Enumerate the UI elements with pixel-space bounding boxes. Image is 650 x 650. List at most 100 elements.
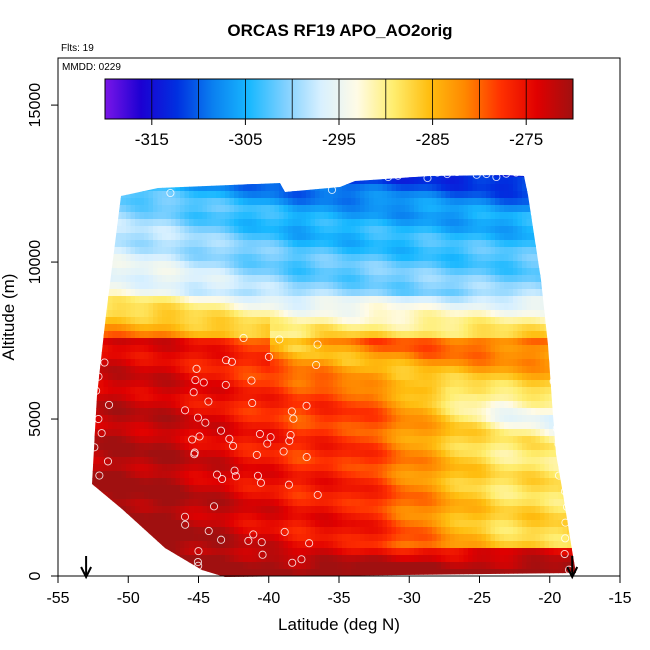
heatmap-cell [311,401,316,409]
heatmap-cell [203,212,208,220]
heatmap-cell [126,450,131,458]
heatmap-cell [270,387,275,395]
heatmap-cell [356,443,361,451]
heatmap-cell [266,212,271,220]
heatmap-cell [459,205,464,213]
heatmap-cell [360,212,365,220]
heatmap-cell [491,198,496,206]
heatmap-cell [396,261,401,269]
heatmap-cell [135,422,140,430]
heatmap-cell [122,450,127,458]
heatmap-cell [171,387,176,395]
heatmap-cell [149,289,154,297]
heatmap-cell [387,471,392,479]
heatmap-cell [495,359,500,367]
heatmap-cell [311,184,316,192]
heatmap-cell [378,191,383,199]
heatmap-cell [504,457,509,465]
heatmap-cell [302,296,307,304]
heatmap-cell [455,331,460,339]
heatmap-cell [455,429,460,437]
heatmap-cell [504,247,509,255]
heatmap-cell [185,212,190,220]
heatmap-cell [468,464,473,472]
heatmap-cell [131,394,136,402]
heatmap-cell [504,373,509,381]
heatmap-cell [329,310,334,318]
heatmap-cell [414,254,419,262]
heatmap-cell [185,352,190,360]
heatmap-cell [266,282,271,290]
heatmap-cell [198,485,203,493]
heatmap-cell [405,296,410,304]
heatmap-cell [383,471,388,479]
heatmap-cell [113,408,118,416]
heatmap-cell [284,331,289,339]
heatmap-cell [477,429,482,437]
heatmap-cell [459,359,464,367]
heatmap-cell [270,478,275,486]
heatmap-cell [536,254,541,262]
heatmap-cell [180,191,185,199]
heatmap-cell [284,387,289,395]
heatmap-cell [95,268,100,276]
heatmap-cell [473,450,478,458]
heatmap-cell [131,317,136,325]
heatmap-cell [495,212,500,220]
heatmap-cell [419,289,424,297]
heatmap-cell [351,345,356,353]
heatmap-cell [360,394,365,402]
heatmap-cell [113,261,118,269]
heatmap-cell [135,198,140,206]
heatmap-cell [365,254,370,262]
heatmap-cell [518,303,523,311]
heatmap-cell [396,170,401,178]
heatmap-cell [356,324,361,332]
heatmap-cell [482,345,487,353]
heatmap-cell [239,233,244,241]
heatmap-cell [405,415,410,423]
heatmap-cell [167,303,172,311]
heatmap-cell [567,268,572,276]
heatmap-cell [266,394,271,402]
heatmap-cell [104,331,109,339]
heatmap-cell [266,177,271,185]
heatmap-cell [153,282,158,290]
heatmap-cell [383,422,388,430]
heatmap-cell [171,352,176,360]
heatmap-cell [117,415,122,423]
heatmap-cell [351,275,356,283]
heatmap-cell [423,191,428,199]
heatmap-cell [99,317,104,325]
heatmap-cell [378,485,383,493]
heatmap-cell [270,205,275,213]
heatmap-cell [419,345,424,353]
heatmap-cell [212,422,217,430]
heatmap-cell [446,240,451,248]
heatmap-cell [572,212,577,220]
heatmap-cell [365,415,370,423]
heatmap-cell [504,282,509,290]
heatmap-cell [171,240,176,248]
heatmap-cell [194,170,199,178]
heatmap-cell [234,373,239,381]
heatmap-cell [455,205,460,213]
heatmap-cell [275,254,280,262]
heatmap-cell [99,254,104,262]
heatmap-cell [347,429,352,437]
heatmap-cell [432,226,437,234]
heatmap-cell [410,443,415,451]
heatmap-cell [117,485,122,493]
heatmap-cell [567,275,572,283]
heatmap-cell [306,331,311,339]
heatmap-cell [122,408,127,416]
heatmap-cell [207,352,212,360]
heatmap-cell [248,310,253,318]
heatmap-cell [270,331,275,339]
heatmap-cell [450,268,455,276]
heatmap-cell [342,478,347,486]
heatmap-cell [239,198,244,206]
heatmap-cell [90,429,95,437]
heatmap-cell [459,429,464,437]
heatmap-cell [414,324,419,332]
